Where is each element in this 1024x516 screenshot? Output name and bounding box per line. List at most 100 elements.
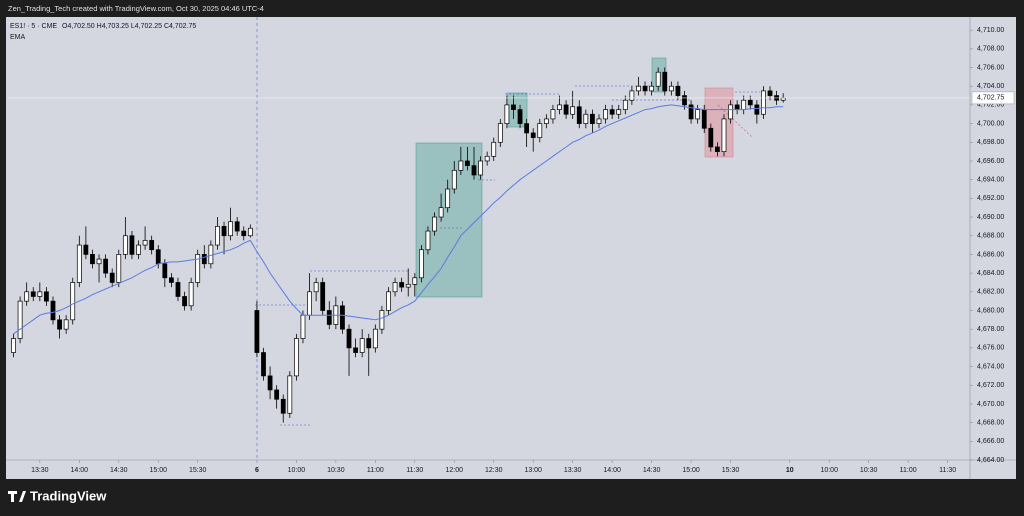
candle-body — [379, 310, 385, 330]
candle-body — [734, 104, 740, 110]
candle-body — [629, 90, 635, 101]
candle-body — [169, 277, 174, 283]
candle-body — [228, 221, 233, 237]
candles — [11, 67, 786, 423]
y-tick-label: 4,672.00 — [977, 382, 1004, 389]
candle-body — [484, 155, 490, 162]
candle-body — [109, 272, 115, 283]
candle-body — [616, 109, 622, 115]
logo: TradingView — [8, 488, 107, 503]
candle-body — [208, 244, 214, 265]
candle-body — [261, 352, 266, 377]
x-tick-label: 11:30 — [406, 467, 423, 474]
candle-body — [609, 109, 615, 115]
candle-body — [175, 282, 181, 297]
candle-body — [234, 221, 240, 232]
y-tick-label: 4,686.00 — [977, 251, 1004, 258]
y-tick-label: 4,694.00 — [977, 177, 1004, 184]
chart-area — [6, 17, 1016, 479]
candle-body — [90, 254, 95, 265]
candle-body — [96, 258, 102, 265]
candle-body — [188, 282, 194, 307]
candle-body — [451, 169, 457, 190]
candle-body — [17, 300, 23, 339]
x-tick-label: 15:00 — [682, 467, 700, 474]
candle-body — [642, 85, 648, 92]
candle-body — [83, 244, 89, 255]
candle-body — [267, 375, 273, 391]
x-tick-label: 11:30 — [939, 467, 956, 474]
candle-body — [590, 113, 595, 124]
candle-body — [504, 104, 510, 124]
last-price-label: 4,702.75 — [977, 95, 1004, 102]
candle-body — [405, 283, 411, 288]
candle-body — [241, 230, 247, 237]
x-tick-label: 13:30 — [564, 467, 582, 474]
candle-body — [583, 113, 589, 124]
x-tick-label: 15:30 — [189, 467, 207, 474]
symbol: ES1! · 5 · CME — [10, 23, 57, 30]
candle-body — [386, 291, 391, 311]
candle-body — [438, 207, 444, 218]
candle-body — [155, 249, 161, 265]
candle-body — [313, 282, 319, 293]
candle-body — [576, 106, 582, 124]
candle-body — [11, 338, 16, 353]
candle-body — [418, 249, 424, 279]
last-price-badge — [971, 91, 1015, 105]
candle-body — [688, 104, 694, 120]
candle-body — [149, 240, 155, 251]
candle-body — [412, 277, 418, 285]
y-tick-label: 4,698.00 — [977, 139, 1004, 146]
candle-body — [728, 104, 733, 120]
candle-body — [44, 291, 49, 302]
candle-body — [353, 347, 358, 353]
y-tick-label: 4,670.00 — [977, 401, 1004, 408]
candle-body — [274, 389, 280, 400]
ema-line — [13, 104, 784, 335]
candle-body — [675, 85, 681, 96]
candle-body — [195, 254, 201, 283]
candle-body — [63, 319, 69, 330]
candle-body — [366, 338, 372, 349]
x-tick-label: 12:30 — [485, 467, 503, 474]
candle-body — [465, 160, 470, 166]
candle-body — [780, 97, 786, 101]
candle-body — [326, 310, 332, 325]
y-tick-label: 4,674.00 — [977, 363, 1004, 370]
candle-body — [182, 296, 187, 307]
candle-body — [340, 305, 345, 330]
candle-body — [537, 123, 543, 138]
y-tick-label: 4,704.00 — [977, 83, 1004, 90]
x-tick-label: 12:00 — [446, 467, 464, 474]
x-tick-label: 15:30 — [722, 467, 740, 474]
candle-body — [372, 328, 378, 349]
x-tick-label: 11:00 — [367, 467, 384, 474]
candle-body — [478, 160, 483, 176]
candle-body — [497, 123, 503, 143]
candle-body — [221, 226, 227, 237]
candle-body — [557, 104, 562, 110]
candle-body — [695, 109, 701, 120]
x-tick-label: 11:00 — [900, 467, 917, 474]
candle-body — [511, 104, 516, 110]
candle-body — [346, 328, 352, 349]
candle-body — [701, 109, 707, 129]
candle-body — [655, 71, 661, 87]
y-tick-label: 4,684.00 — [977, 270, 1004, 277]
candle-body — [636, 85, 641, 92]
candle-body — [320, 282, 326, 311]
y-tick-label: 4,696.00 — [977, 158, 1004, 165]
candle-body — [458, 160, 464, 171]
candle-body — [530, 132, 536, 138]
candle-body — [76, 244, 82, 283]
y-tick-label: 4,668.00 — [977, 419, 1004, 426]
y-tick-label: 4,710.00 — [977, 27, 1004, 34]
candle-body — [116, 254, 122, 283]
candle-body — [649, 85, 655, 92]
candle-body — [622, 99, 628, 110]
candle-body — [162, 263, 168, 279]
candle-body — [129, 235, 135, 255]
candle-body — [254, 310, 260, 353]
